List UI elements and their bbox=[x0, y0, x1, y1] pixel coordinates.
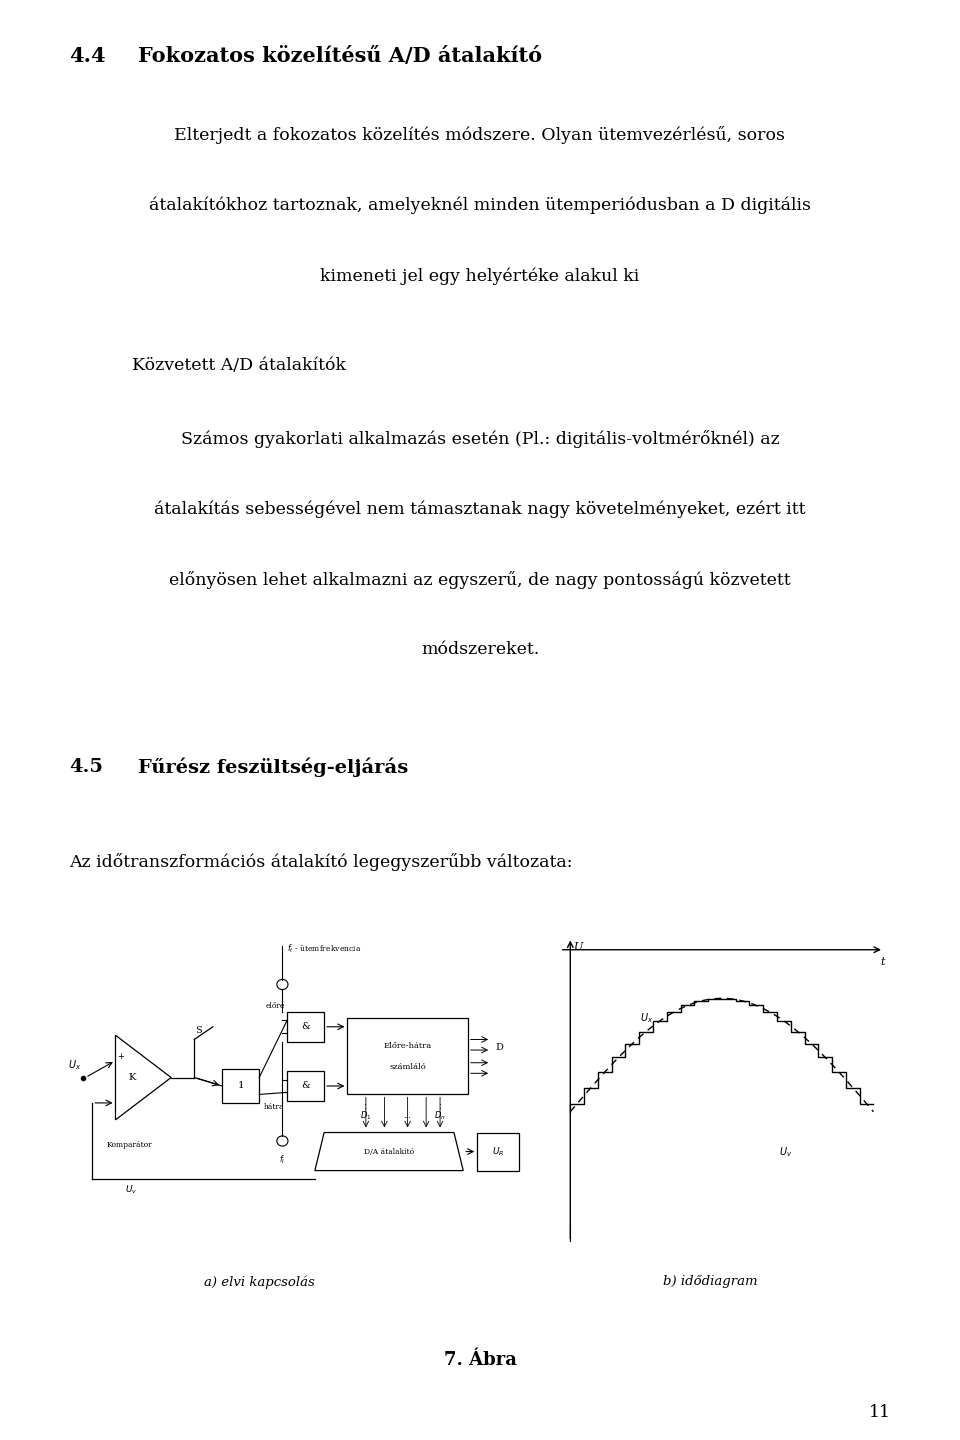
Text: előnyösen lehet alkalmazni az egyszerű, de nagy pontosságú közvetett: előnyösen lehet alkalmazni az egyszerű, … bbox=[169, 570, 791, 589]
Text: :: : bbox=[364, 1100, 368, 1110]
Text: előre: előre bbox=[265, 1002, 285, 1009]
Text: Az időtranszformációs átalakító legegyszerűbb változata:: Az időtranszformációs átalakító legegysz… bbox=[69, 852, 572, 871]
Text: 7. Ábra: 7. Ábra bbox=[444, 1351, 516, 1369]
FancyBboxPatch shape bbox=[477, 1132, 519, 1171]
Text: a) elvi kapcsolás: a) elvi kapcsolás bbox=[204, 1274, 315, 1289]
FancyBboxPatch shape bbox=[348, 1018, 468, 1094]
Text: $D_n$: $D_n$ bbox=[434, 1109, 446, 1122]
Text: t: t bbox=[880, 958, 885, 966]
Text: D: D bbox=[495, 1044, 504, 1053]
Text: D/A átalakító: D/A átalakító bbox=[364, 1148, 414, 1155]
Text: &: & bbox=[301, 1081, 310, 1090]
Text: :: : bbox=[439, 1100, 442, 1110]
Text: 11: 11 bbox=[869, 1404, 891, 1421]
Text: &: & bbox=[301, 1022, 310, 1031]
Text: K: K bbox=[128, 1073, 135, 1081]
Text: 4.5: 4.5 bbox=[69, 757, 103, 776]
Text: Fűrész feszültség-eljárás: Fűrész feszültség-eljárás bbox=[138, 757, 409, 778]
Text: $U_v$: $U_v$ bbox=[780, 1145, 793, 1159]
Text: $U_v$: $U_v$ bbox=[125, 1184, 137, 1195]
Text: Komparátor: Komparátor bbox=[107, 1142, 153, 1149]
Text: 1: 1 bbox=[237, 1081, 244, 1090]
Text: Előre-hátra: Előre-hátra bbox=[384, 1041, 432, 1050]
Text: Közvetett A/D átalakítók: Közvetett A/D átalakítók bbox=[132, 357, 346, 374]
FancyBboxPatch shape bbox=[287, 1012, 324, 1041]
Text: módszereket.: módszereket. bbox=[420, 641, 540, 658]
Text: számláló: számláló bbox=[389, 1063, 426, 1071]
Text: $U_R$: $U_R$ bbox=[492, 1145, 504, 1158]
Text: $U_x$: $U_x$ bbox=[67, 1058, 81, 1071]
FancyBboxPatch shape bbox=[222, 1068, 259, 1103]
Text: átalakítókhoz tartoznak, amelyeknél minden ütemperiódusban a D digitális: átalakítókhoz tartoznak, amelyeknél mind… bbox=[149, 197, 811, 215]
Text: S: S bbox=[196, 1027, 203, 1035]
Text: Számos gyakorlati alkalmazás esetén (Pl.: digitális-voltmérőknél) az: Számos gyakorlati alkalmazás esetén (Pl.… bbox=[180, 429, 780, 448]
Text: Elterjedt a fokozatos közelítés módszere. Olyan ütemvezérlésű, soros: Elterjedt a fokozatos közelítés módszere… bbox=[175, 127, 785, 144]
Text: 4.4: 4.4 bbox=[69, 46, 106, 66]
Text: b) idődiagram: b) idődiagram bbox=[663, 1274, 757, 1289]
Text: +: + bbox=[117, 1051, 124, 1061]
Text: U: U bbox=[574, 942, 583, 952]
Text: hátra: hátra bbox=[264, 1103, 285, 1112]
Text: $f_I$: $f_I$ bbox=[279, 1153, 285, 1166]
Text: $D_1$: $D_1$ bbox=[360, 1109, 372, 1122]
Text: átalakítás sebességével nem támasztanak nagy követelményeket, ezért itt: átalakítás sebességével nem támasztanak … bbox=[155, 500, 805, 518]
Text: ...: ... bbox=[403, 1112, 412, 1120]
Text: Fokozatos közelítésű A/D átalakító: Fokozatos közelítésű A/D átalakító bbox=[138, 46, 542, 66]
Text: kimeneti jel egy helyértéke alakul ki: kimeneti jel egy helyértéke alakul ki bbox=[321, 268, 639, 285]
Text: $U_x$: $U_x$ bbox=[640, 1012, 653, 1025]
FancyBboxPatch shape bbox=[287, 1071, 324, 1100]
Text: $f_t$ - ütemfrekvencia: $f_t$ - ütemfrekvencia bbox=[287, 942, 362, 955]
